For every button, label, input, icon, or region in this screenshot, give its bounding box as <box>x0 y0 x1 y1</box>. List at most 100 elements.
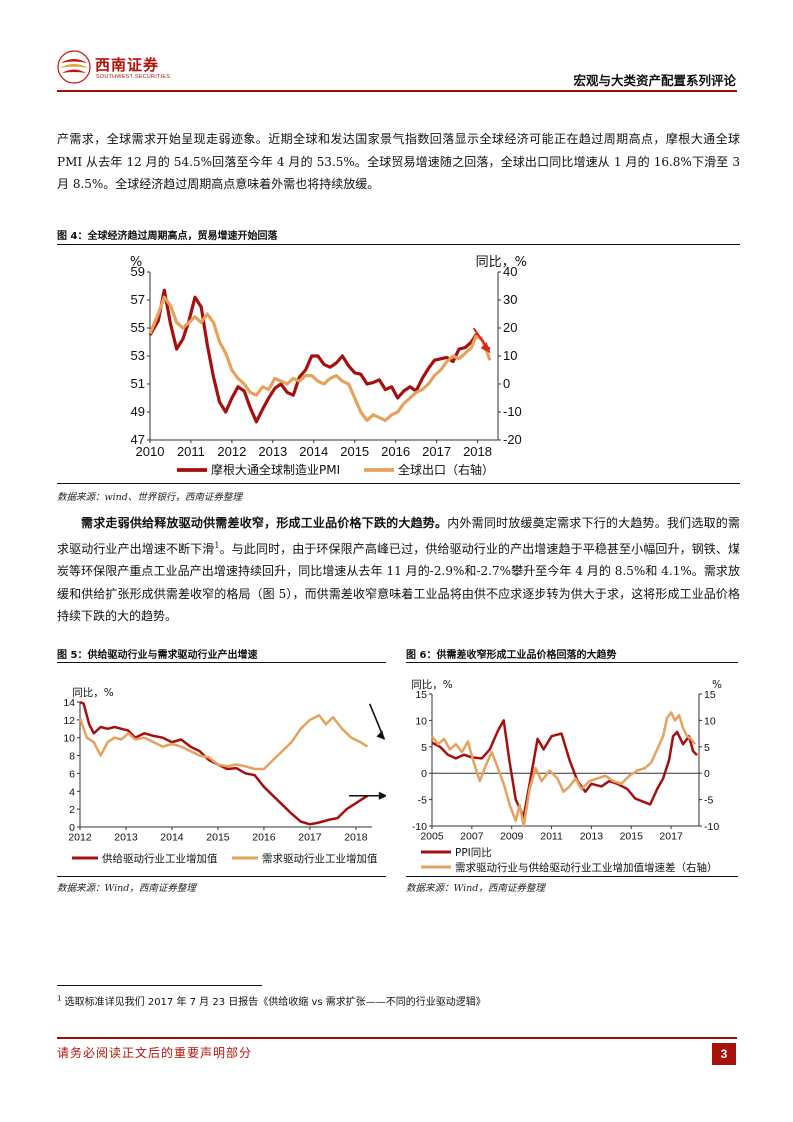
x-tick-label: 2013 <box>258 444 287 459</box>
y-tick-label-left: -10 <box>412 821 427 833</box>
x-tick-label: 2007 <box>460 831 484 843</box>
figure-4-source: 数据来源：wind、世界银行，西南证券整理 <box>57 492 242 503</box>
trend-arrow-down-head <box>376 730 385 740</box>
x-tick-label: 2017 <box>659 831 683 843</box>
y-tick-label-left: 59 <box>131 264 145 279</box>
figure-5-title: 图 5：供给驱动行业与需求驱动行业产出增速 <box>57 650 258 661</box>
y-tick-label-left: 12 <box>63 715 75 727</box>
footnote: 1 选取标准详见我们 2017 年 7 月 23 日报告《供给收缩 vs 需求扩… <box>57 993 486 1008</box>
header-rule <box>57 90 737 92</box>
y-tick-label-left: 47 <box>131 432 145 447</box>
x-tick-label: 2009 <box>500 831 524 843</box>
y-tick-label-left: 2 <box>69 804 75 816</box>
y-tick-label-right: -5 <box>704 795 713 807</box>
y-axis-right-unit: % <box>712 679 722 691</box>
x-tick-label: 2010 <box>136 444 165 459</box>
figure-4-title: 图 4：全球经济趋过周期高点，贸易增速开始回落 <box>57 231 278 242</box>
legend-label-2: 需求驱动行业工业增加值 <box>262 852 378 865</box>
figure-6-title: 图 6：供需差收窄形成工业品价格回落的大趋势 <box>406 650 617 661</box>
y-tick-label-right: -20 <box>503 432 522 447</box>
y-tick-label-left: 57 <box>131 292 145 307</box>
series-line-1 <box>148 288 491 424</box>
y-tick-label-right: 10 <box>503 348 517 363</box>
figure-6-top-rule <box>406 662 738 663</box>
legend-label-1: 供给驱动行业工业增加值 <box>102 852 218 865</box>
y-tick-label-left: 15 <box>415 689 427 701</box>
series-line-2 <box>148 295 492 422</box>
x-tick-label: 2017 <box>422 444 451 459</box>
y-tick-label-left: 8 <box>69 751 75 763</box>
x-tick-label: 2015 <box>206 832 230 844</box>
x-tick-label: 2011 <box>177 444 205 459</box>
x-tick-label: 2014 <box>299 444 328 459</box>
y-tick-label-left: 6 <box>69 768 75 780</box>
footnote-divider <box>57 985 262 986</box>
y-tick-label-right: 0 <box>704 768 710 780</box>
x-tick-label: 2015 <box>340 444 369 459</box>
y-axis-left-unit: % <box>130 255 142 270</box>
footer-rule <box>57 1037 737 1039</box>
series-title: 宏观与大类资产配置系列评论 <box>573 73 736 88</box>
y-tick-label-left: 10 <box>415 715 427 727</box>
paragraph-2-text-a: 内外需同时放缓奠定需求下行的大趋势。我们选取的需求驱动行业产出增速不断下滑 <box>57 516 740 556</box>
x-tick-label: 2018 <box>344 832 368 844</box>
y-axis-left-unit: 同比，% <box>72 686 113 699</box>
brand-logo: 西南证券 SOUTHWEST SECURITIES <box>57 48 187 88</box>
figure-4-top-rule <box>57 244 740 245</box>
x-tick-label: 2013 <box>580 831 604 843</box>
y-tick-label-right: 15 <box>704 689 716 701</box>
footer-disclaimer: 请务必阅读正文后的重要声明部分 <box>57 1046 253 1060</box>
y-axis-left-unit: 同比，% <box>411 678 452 691</box>
x-tick-label: 2012 <box>68 832 92 844</box>
x-tick-label: 2014 <box>160 832 184 844</box>
x-tick-label: 2018 <box>463 444 492 459</box>
y-tick-label-left: 0 <box>69 822 75 834</box>
x-tick-label: 2011 <box>540 831 563 843</box>
y-tick-label-left: 51 <box>131 376 145 391</box>
series-line-2 <box>78 714 369 771</box>
y-tick-label-right: 30 <box>503 292 517 307</box>
y-tick-label-left: 4 <box>69 786 75 798</box>
highlight-arrow-head <box>480 342 491 354</box>
y-tick-label-left: 14 <box>63 697 75 709</box>
x-tick-label: 2015 <box>620 831 644 843</box>
y-axis-right-unit: 同比，% <box>476 255 527 270</box>
y-tick-label-right: 20 <box>503 320 517 335</box>
legend-label-1: 摩根大通全球制造业PMI <box>211 462 340 477</box>
legend-label-1: PPI同比 <box>455 846 492 859</box>
footnote-ref[interactable]: 1 <box>214 540 220 550</box>
y-tick-label-right: 5 <box>704 742 710 754</box>
y-tick-label-left: 10 <box>63 733 75 745</box>
y-tick-label-left: 49 <box>131 404 145 419</box>
footnote-mark: 1 <box>57 994 62 1003</box>
legend-label-2: 需求驱动行业与供给驱动行业工业增加值增速差（右轴） <box>455 861 718 874</box>
figure-5-source: 数据来源：Wind，西南证券整理 <box>57 883 196 894</box>
brand-name: 西南证券 <box>95 56 160 74</box>
y-tick-label-left: 53 <box>131 348 145 363</box>
y-tick-label-left: 5 <box>421 742 427 754</box>
y-tick-label-right: 10 <box>704 715 716 727</box>
figure-6-bottom-rule <box>406 876 738 877</box>
x-tick-label: 2016 <box>252 832 276 844</box>
paragraph-2-text-b: 。与此同时，由于环保限产高峰已过，供给驱动行业的产出增速趋于平稳甚至小幅回升，钢… <box>57 541 740 624</box>
footnote-text: 选取标准详见我们 2017 年 7 月 23 日报告《供给收缩 vs 需求扩张—… <box>64 997 486 1008</box>
x-tick-label: 2013 <box>114 832 138 844</box>
paragraph-2-lead: 需求走弱供给释放驱动供需差收窄，形成工业品价格下跌的大趋势。 <box>81 516 448 530</box>
series-line-2 <box>431 711 696 828</box>
y-tick-label-left: 55 <box>131 320 145 335</box>
brand-name-en: SOUTHWEST SECURITIES <box>96 74 171 80</box>
page-number: 3 <box>712 1043 736 1065</box>
y-tick-label-right: 40 <box>503 264 517 279</box>
y-tick-label-left: -5 <box>418 795 427 807</box>
y-tick-label-right: -10 <box>704 821 719 833</box>
y-tick-label-left: 0 <box>421 768 427 780</box>
figure-6-source: 数据来源：Wind，西南证券整理 <box>406 883 545 894</box>
trend-arrow-right-head <box>378 791 386 800</box>
x-tick-label: 2005 <box>420 831 444 843</box>
y-tick-label-right: 0 <box>503 376 510 391</box>
x-tick-label: 2017 <box>298 832 322 844</box>
logo-mark-icon <box>57 50 91 84</box>
